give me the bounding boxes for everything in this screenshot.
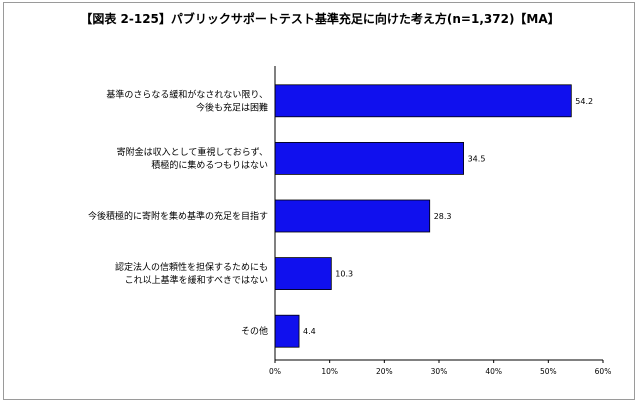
category-label: 基準のさらなる緩和がなされない限り、 — [106, 88, 268, 100]
bar — [274, 84, 572, 118]
category-label: これ以上基準を緩和すべきではない — [125, 274, 268, 286]
x-tick-label: 30% — [431, 367, 448, 376]
value-label: 54.2 — [575, 97, 593, 106]
bar — [274, 199, 431, 233]
bar — [274, 257, 332, 291]
bar — [274, 314, 300, 348]
value-label: 34.5 — [468, 154, 486, 163]
category-label: 今後積極的に寄附を集め基準の充足を目指す — [88, 210, 268, 222]
chart-title: 【図表 2-125】パブリックサポートテスト基準充足に向けた考え方(n=1,37… — [80, 12, 560, 26]
x-tick-label: 10% — [321, 367, 338, 376]
value-label: 28.3 — [434, 212, 452, 221]
x-tick-label: 40% — [485, 367, 502, 376]
x-tick-label: 20% — [376, 367, 393, 376]
category-label: 積極的に集めるつもりはない — [151, 159, 268, 171]
x-tick-label: 0% — [269, 367, 281, 376]
category-label: 今後も充足は困難 — [196, 101, 268, 113]
value-label: 4.4 — [303, 327, 316, 336]
category-label: 寄附金は収入として重視しておらず、 — [117, 146, 268, 158]
category-label: 認定法人の信頼性を担保するためにも — [115, 261, 268, 273]
value-label: 10.3 — [335, 270, 353, 279]
category-label: その他 — [241, 325, 268, 337]
bar — [274, 141, 465, 175]
x-tick-label: 50% — [540, 367, 557, 376]
x-tick-label: 60% — [595, 367, 612, 376]
